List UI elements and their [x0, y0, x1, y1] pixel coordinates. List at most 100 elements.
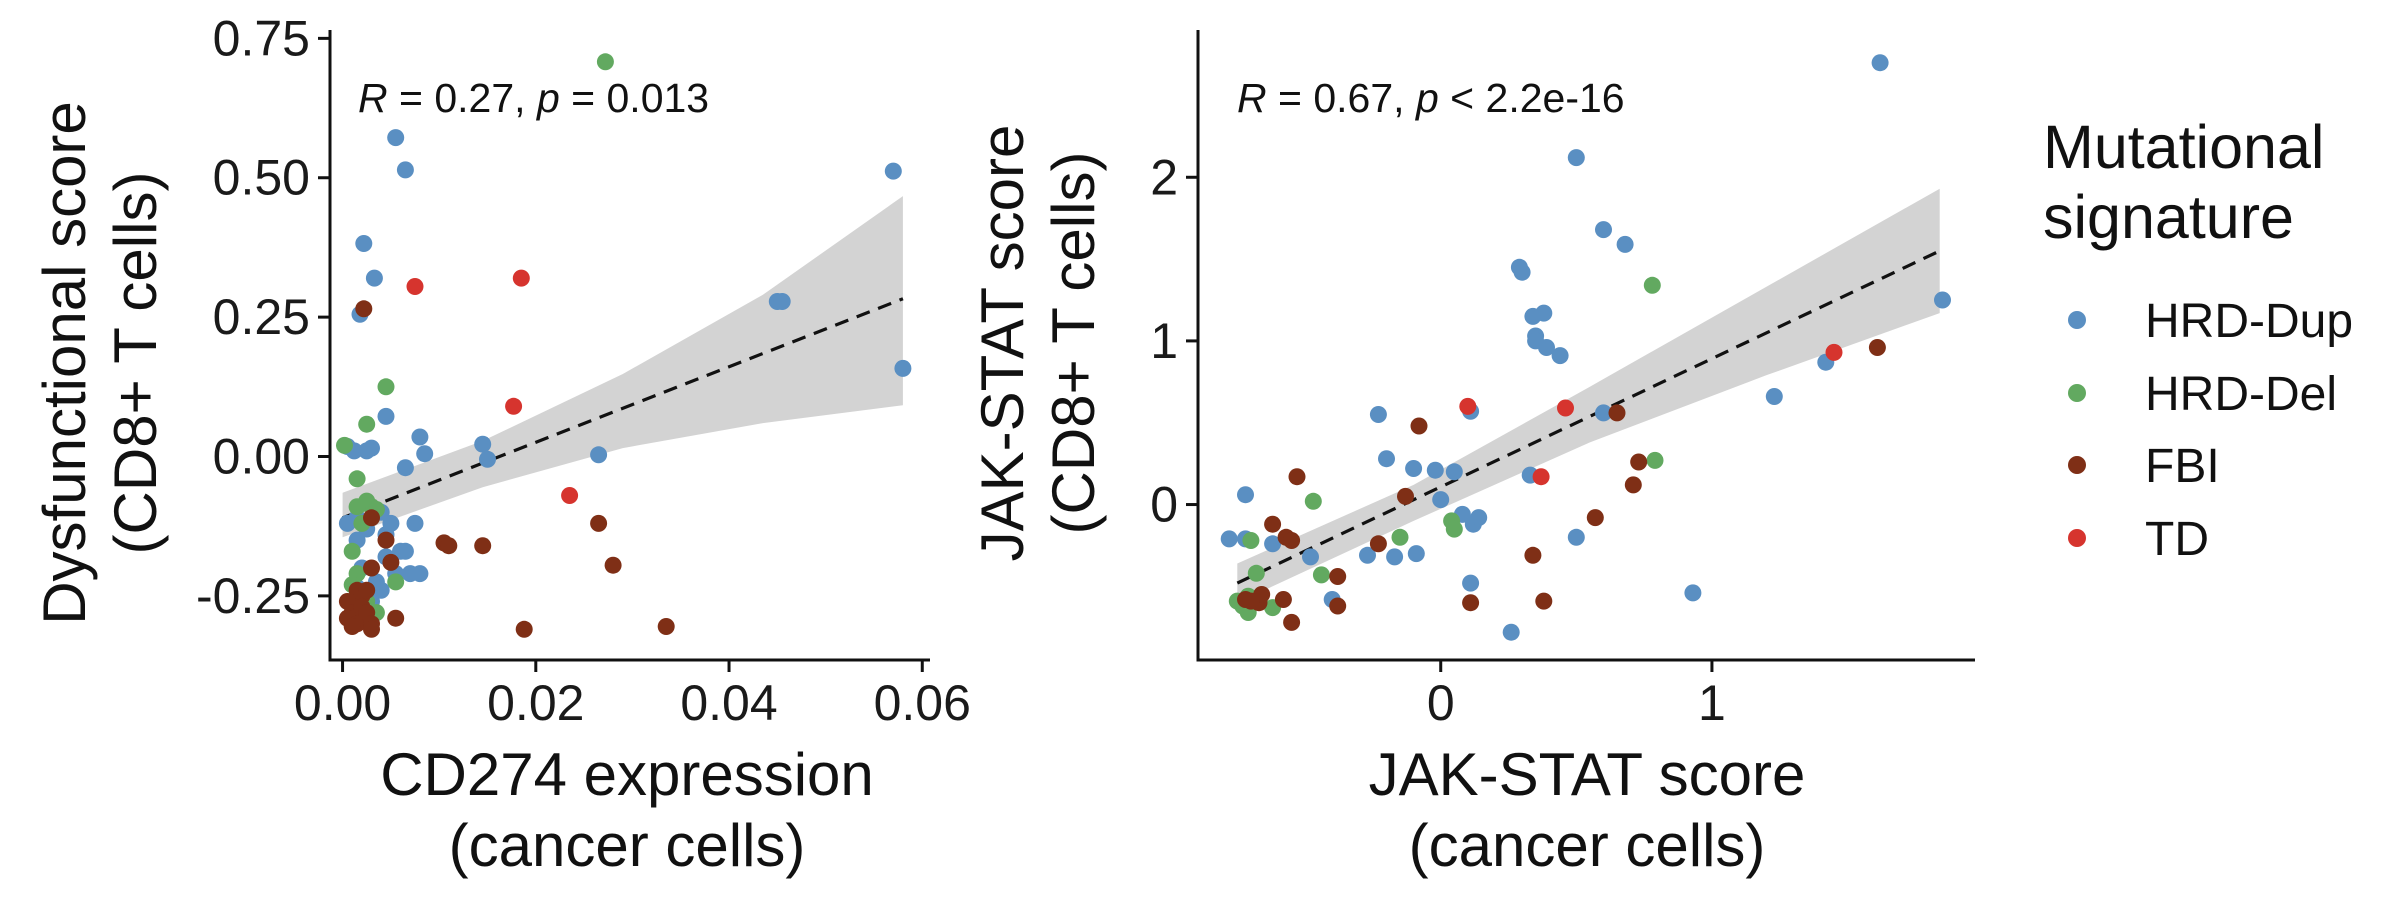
data-point-fbi: [1288, 468, 1306, 486]
data-point-hrd-dup: [1765, 388, 1783, 405]
data-point-hrd-dup: [411, 565, 429, 583]
legend: Mutational signature HRD-Dup HRD-Del FBI…: [2043, 113, 2353, 566]
data-point-fbi: [1462, 594, 1480, 612]
y-axis-title-line-2: (CD8+ T cells): [1040, 152, 1107, 535]
data-point-hrd-dup: [355, 235, 373, 252]
correlation-p-operator: <: [1450, 75, 1474, 121]
y-tick-label: 0.25: [213, 289, 310, 345]
data-point-hrd-del: [1646, 451, 1664, 469]
data-point-fbi: [1264, 515, 1282, 533]
data-point-hrd-del: [343, 542, 361, 560]
data-point-fbi: [1524, 546, 1542, 564]
data-point-fbi: [382, 553, 400, 571]
x-axis-title-line-1: CD274 expression: [380, 741, 874, 808]
data-point-hrd-del: [596, 53, 614, 71]
x-tick-label: 1: [1698, 675, 1726, 731]
data-point-td: [561, 487, 579, 504]
data-point-hrd-dup: [1445, 463, 1463, 481]
data-point-fbi: [440, 537, 458, 555]
data-point-hrd-dup: [1934, 291, 1951, 309]
data-point-hrd-dup: [1513, 263, 1531, 281]
y-axis-title-line-1: Dysfunctional score: [31, 101, 98, 625]
data-point-hrd-del: [1247, 564, 1265, 582]
data-point-hrd-dup: [411, 428, 429, 446]
legend-label-td: TD: [2145, 513, 2209, 566]
data-point-hrd-dup: [1462, 574, 1480, 592]
data-point-hrd-dup: [1616, 235, 1634, 253]
data-point-hrd-dup: [1551, 347, 1569, 365]
legend-label-fbi: FBI: [2145, 440, 2220, 493]
data-point-hrd-dup: [1378, 450, 1395, 468]
data-point-hrd-dup: [1220, 530, 1238, 548]
regression-line: [1236, 249, 1941, 585]
data-point-fbi: [363, 620, 380, 638]
data-point-hrd-dup: [1426, 461, 1444, 479]
data-point-hrd-dup: [1470, 509, 1488, 527]
data-point-hrd-del: [1445, 520, 1463, 538]
data-point-fbi: [657, 618, 675, 635]
data-point-fbi: [355, 300, 373, 318]
data-point-hrd-dup: [396, 459, 414, 477]
data-point-hrd-dup: [1502, 623, 1520, 641]
data-point-td: [1532, 468, 1550, 486]
data-point-hrd-dup: [1359, 546, 1376, 564]
data-point-hrd-dup: [773, 293, 791, 310]
data-points-layer: [1220, 54, 1951, 641]
y-tick-label: 0.50: [213, 150, 310, 206]
data-point-td: [1557, 399, 1574, 417]
data-point-hrd-dup: [1237, 486, 1254, 504]
data-point-hrd-dup: [396, 161, 414, 179]
data-point-fbi: [1274, 591, 1292, 608]
data-point-hrd-del: [377, 378, 395, 396]
legend-key-hrd-del: [2068, 384, 2086, 402]
data-point-hrd-dup: [894, 359, 912, 377]
data-point-fbi: [1868, 339, 1886, 356]
data-point-fbi: [1586, 509, 1604, 527]
data-point-fbi: [343, 618, 361, 635]
y-tick-label: 0: [1150, 477, 1178, 533]
data-point-fbi: [1242, 592, 1260, 610]
data-point-hrd-del: [1242, 532, 1260, 549]
data-point-hrd-dup: [396, 542, 414, 560]
data-point-hrd-dup: [365, 269, 383, 287]
data-point-hrd-del: [1643, 276, 1661, 294]
regression-line-layer: [1236, 249, 1941, 585]
data-point-hrd-dup: [1386, 548, 1404, 566]
y-tick-label: 1: [1150, 313, 1178, 369]
confidence-band: [342, 196, 903, 538]
data-points-layer: [336, 53, 912, 638]
confidence-band-layer: [342, 196, 903, 538]
correlation-p-value: 0.013: [607, 75, 710, 121]
data-point-hrd-dup: [590, 446, 608, 464]
y-tick-label: 2: [1150, 149, 1178, 205]
data-point-hrd-del: [387, 573, 405, 591]
data-point-hrd-dup: [377, 407, 395, 425]
x-tick-label: 0.04: [680, 675, 777, 731]
data-point-hrd-del: [1312, 566, 1330, 584]
data-point-hrd-del: [1391, 528, 1409, 546]
data-point-hrd-dup: [1567, 528, 1585, 546]
data-point-fbi: [1283, 613, 1301, 631]
x-tick-label: 0: [1427, 675, 1455, 731]
axes: 0 1 0 1 2: [1150, 30, 1975, 731]
data-point-hrd-dup: [1538, 339, 1555, 356]
data-point-fbi: [377, 531, 395, 549]
x-tick-label: 0.06: [874, 675, 971, 731]
legend-item-fbi: FBI: [2068, 440, 2220, 493]
data-point-hrd-dup: [884, 162, 902, 180]
data-point-hrd-dup: [1684, 584, 1702, 602]
confidence-band-layer: [1237, 188, 1940, 603]
data-point-fbi: [515, 620, 533, 638]
data-point-hrd-dup: [479, 450, 496, 468]
legend-title-line-2: signature: [2043, 183, 2294, 251]
axes: 0.00 0.02 0.04 0.06 -0.25 0.00 0.25 0.50 0.75: [196, 10, 971, 731]
panel-cd274-vs-dysfunctional: 0.00 0.02 0.04 0.06 -0.25 0.00 0.25 0.50 0.75 R =…: [31, 10, 971, 879]
data-point-hrd-del: [358, 415, 376, 433]
data-point-fbi: [358, 581, 376, 599]
data-point-hrd-dup: [1871, 54, 1889, 72]
x-axis-title-line-2: (cancer cells): [449, 812, 806, 879]
data-point-fbi: [363, 559, 380, 577]
data-point-hrd-dup: [387, 129, 405, 147]
data-point-fbi: [590, 514, 608, 532]
